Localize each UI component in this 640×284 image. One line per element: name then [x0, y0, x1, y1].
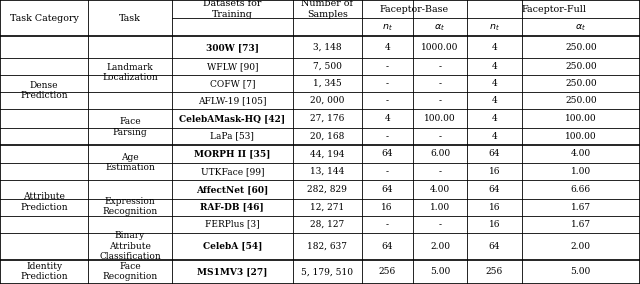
- Text: 44, 194: 44, 194: [310, 149, 344, 158]
- Text: 16: 16: [489, 203, 500, 212]
- Text: 4.00: 4.00: [571, 149, 591, 158]
- Text: -: -: [386, 132, 388, 141]
- Text: -: -: [386, 96, 388, 105]
- Text: Binary
Attribute
Classification: Binary Attribute Classification: [99, 231, 161, 261]
- Text: -: -: [386, 220, 388, 229]
- Text: AFLW-19 [105]: AFLW-19 [105]: [198, 96, 267, 105]
- Text: Landmark
Localization: Landmark Localization: [102, 63, 158, 82]
- Text: 13, 144: 13, 144: [310, 167, 344, 176]
- Text: 3, 148: 3, 148: [313, 43, 342, 52]
- Text: 250.00: 250.00: [565, 96, 596, 105]
- Text: Expression
Recognition: Expression Recognition: [102, 197, 157, 216]
- Text: MORPH II [35]: MORPH II [35]: [194, 149, 271, 158]
- Text: 16: 16: [381, 203, 393, 212]
- Text: 100.00: 100.00: [565, 132, 596, 141]
- Text: Face
Recognition: Face Recognition: [102, 262, 157, 281]
- Text: 4: 4: [492, 132, 497, 141]
- Text: 4: 4: [492, 96, 497, 105]
- Text: 7, 500: 7, 500: [313, 62, 342, 71]
- Text: 300W [73]: 300W [73]: [206, 43, 259, 52]
- Text: 100.00: 100.00: [424, 114, 456, 123]
- Text: 12, 271: 12, 271: [310, 203, 344, 212]
- Text: 5, 179, 510: 5, 179, 510: [301, 267, 353, 276]
- Text: Number of
Samples: Number of Samples: [301, 0, 353, 19]
- Text: 282, 829: 282, 829: [307, 185, 348, 194]
- Text: MS1MV3 [27]: MS1MV3 [27]: [197, 267, 268, 276]
- Text: Datasets for
Training: Datasets for Training: [203, 0, 262, 19]
- Text: 1.67: 1.67: [571, 203, 591, 212]
- Text: 4: 4: [385, 114, 390, 123]
- Text: 4: 4: [492, 114, 497, 123]
- Text: $n_t$: $n_t$: [382, 22, 392, 32]
- Text: Dense
Prediction: Dense Prediction: [20, 81, 68, 100]
- Text: 1000.00: 1000.00: [421, 43, 459, 52]
- Text: RAF-DB [46]: RAF-DB [46]: [200, 203, 264, 212]
- Text: -: -: [438, 62, 442, 71]
- Text: Faceptor-Full: Faceptor-Full: [521, 5, 586, 14]
- Text: 64: 64: [489, 242, 500, 250]
- Text: CelebAMask-HQ [42]: CelebAMask-HQ [42]: [179, 114, 285, 123]
- Text: WFLW [90]: WFLW [90]: [207, 62, 258, 71]
- Text: FERPlus [3]: FERPlus [3]: [205, 220, 260, 229]
- Text: 250.00: 250.00: [565, 43, 596, 52]
- Text: 6.00: 6.00: [430, 149, 450, 158]
- Text: 250.00: 250.00: [565, 62, 596, 71]
- Text: 256: 256: [379, 267, 396, 276]
- Text: 4: 4: [492, 62, 497, 71]
- Text: 1, 345: 1, 345: [313, 79, 342, 88]
- Text: -: -: [438, 79, 442, 88]
- Text: -: -: [386, 167, 388, 176]
- Text: 20, 000: 20, 000: [310, 96, 344, 105]
- Text: 1.67: 1.67: [571, 220, 591, 229]
- Text: Faceptor-Base: Faceptor-Base: [380, 5, 449, 14]
- Text: UTKFace [99]: UTKFace [99]: [200, 167, 264, 176]
- Text: 2.00: 2.00: [571, 242, 591, 250]
- Text: 1.00: 1.00: [430, 203, 450, 212]
- Text: 20, 168: 20, 168: [310, 132, 344, 141]
- Text: -: -: [386, 62, 388, 71]
- Text: 5.00: 5.00: [571, 267, 591, 276]
- Text: $n_t$: $n_t$: [489, 22, 500, 32]
- Text: Task Category: Task Category: [10, 14, 79, 23]
- Text: 100.00: 100.00: [565, 114, 596, 123]
- Text: 64: 64: [489, 185, 500, 194]
- Text: $\alpha_t$: $\alpha_t$: [435, 22, 445, 32]
- Text: 182, 637: 182, 637: [307, 242, 348, 250]
- Text: 4: 4: [492, 79, 497, 88]
- Text: 28, 127: 28, 127: [310, 220, 344, 229]
- Text: 16: 16: [489, 220, 500, 229]
- Text: LaPa [53]: LaPa [53]: [211, 132, 254, 141]
- Text: -: -: [438, 132, 442, 141]
- Text: CelebA [54]: CelebA [54]: [203, 242, 262, 250]
- Text: 4: 4: [385, 43, 390, 52]
- Text: 64: 64: [489, 149, 500, 158]
- Text: 16: 16: [489, 167, 500, 176]
- Text: -: -: [438, 220, 442, 229]
- Text: 6.66: 6.66: [571, 185, 591, 194]
- Text: Task: Task: [119, 14, 141, 23]
- Text: 64: 64: [381, 185, 393, 194]
- Text: 5.00: 5.00: [430, 267, 450, 276]
- Text: -: -: [438, 96, 442, 105]
- Text: Age
Estimation: Age Estimation: [105, 153, 155, 172]
- Text: -: -: [386, 79, 388, 88]
- Text: 4: 4: [492, 43, 497, 52]
- Text: 1.00: 1.00: [571, 167, 591, 176]
- Text: 4.00: 4.00: [430, 185, 450, 194]
- Text: -: -: [438, 167, 442, 176]
- Text: 27, 176: 27, 176: [310, 114, 344, 123]
- Text: $\alpha_t$: $\alpha_t$: [575, 22, 586, 32]
- Text: Face
Parsing: Face Parsing: [113, 117, 147, 137]
- Text: Identity
Prediction: Identity Prediction: [20, 262, 68, 281]
- Text: Attribute
Prediction: Attribute Prediction: [20, 192, 68, 212]
- Text: COFW [7]: COFW [7]: [209, 79, 255, 88]
- Text: 256: 256: [486, 267, 503, 276]
- Text: AffectNet [60]: AffectNet [60]: [196, 185, 268, 194]
- Text: 64: 64: [381, 242, 393, 250]
- Text: 64: 64: [381, 149, 393, 158]
- Text: 2.00: 2.00: [430, 242, 450, 250]
- Text: 250.00: 250.00: [565, 79, 596, 88]
